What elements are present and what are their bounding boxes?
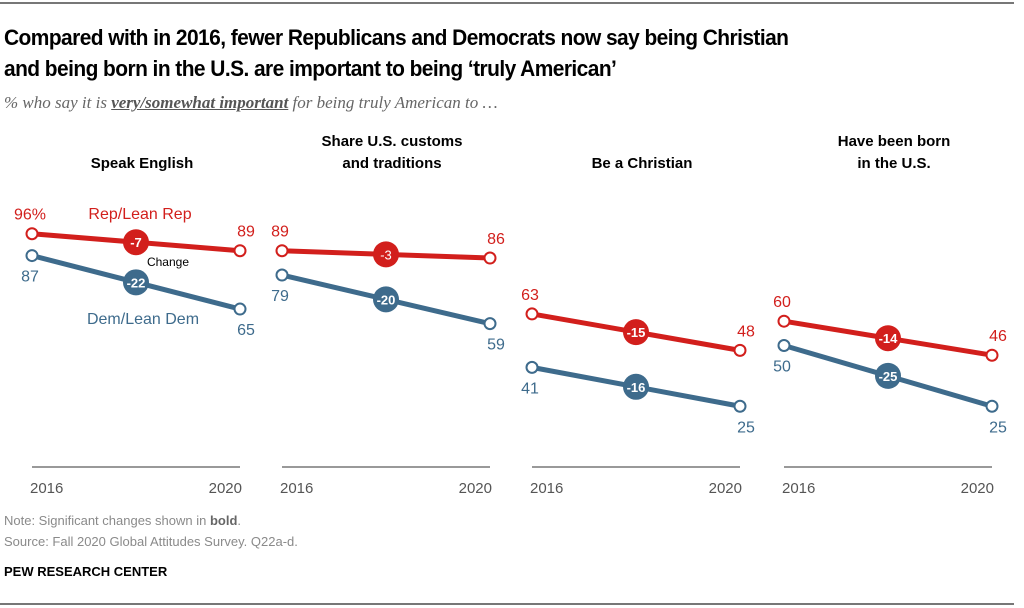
data-label: 25: [989, 419, 1007, 436]
data-label: 59: [487, 337, 505, 354]
data-point: [25, 227, 39, 241]
data-point: [985, 348, 999, 362]
data-point: [25, 249, 39, 263]
note-line: Note: Significant changes shown in bold.: [4, 510, 298, 531]
data-point: [275, 268, 289, 282]
change-label: -25: [879, 369, 898, 384]
title-line-2: and being born in the U.S. are important…: [4, 56, 617, 81]
legend-change: Change: [147, 255, 189, 269]
change-marker: [373, 241, 399, 268]
data-label: 79: [271, 288, 289, 305]
data-point: [733, 343, 747, 357]
change-label: -14: [879, 331, 899, 346]
change-label: -15: [627, 325, 646, 340]
x-tick-label: 2020: [459, 480, 492, 497]
panel-title: and traditions: [342, 155, 441, 172]
data-label: 89: [237, 224, 255, 241]
data-point: [985, 399, 999, 413]
change-label: -20: [377, 292, 396, 307]
change-marker: [373, 286, 399, 313]
change-marker: [623, 373, 649, 400]
panel-title: Share U.S. customs: [322, 133, 463, 150]
change-label: -7: [130, 235, 142, 250]
change-label: -16: [627, 380, 646, 395]
data-label: 60: [773, 294, 791, 311]
notes: Note: Significant changes shown in bold.…: [4, 510, 298, 552]
bottom-rule: [0, 603, 1014, 605]
brand-logo-text: PEW RESEARCH CENTER: [4, 564, 168, 579]
x-tick-label: 2020: [209, 480, 242, 497]
x-tick-label: 2016: [280, 480, 313, 497]
note-prefix: Note: Significant changes shown in: [4, 513, 210, 528]
title-line-1: Compared with in 2016, fewer Republicans…: [4, 25, 789, 50]
panel-title: Speak English: [91, 155, 194, 172]
subtitle-suffix: for being truly American to …: [288, 93, 498, 112]
data-point: [777, 314, 791, 328]
panel-title: Be a Christian: [592, 155, 693, 172]
data-label: 86: [487, 231, 505, 248]
data-point: [525, 360, 539, 374]
legend-dem: Dem/Lean Dem: [87, 311, 199, 328]
data-label: 50: [773, 359, 791, 376]
data-label: 96%: [14, 207, 46, 224]
change-label: -22: [127, 275, 146, 290]
x-tick-label: 2016: [30, 480, 63, 497]
x-tick-label: 2016: [530, 480, 563, 497]
legend-rep: Rep/Lean Rep: [88, 206, 191, 223]
data-point: [777, 339, 791, 352]
data-point: [733, 399, 747, 413]
change-label: -3: [380, 247, 392, 262]
data-point: [233, 244, 247, 258]
panel-title: Have been born: [838, 133, 951, 150]
data-label: 89: [271, 224, 289, 241]
data-label: 48: [737, 323, 755, 340]
x-tick-label: 2020: [709, 480, 742, 497]
change-marker: [123, 269, 149, 296]
chart-title: Compared with in 2016, fewer Republicans…: [4, 22, 948, 84]
data-point: [483, 317, 497, 331]
data-point: [233, 302, 247, 316]
chart-subtitle: % who say it is very/somewhat important …: [4, 93, 498, 113]
data-label: 65: [237, 322, 255, 339]
x-tick-label: 2020: [961, 480, 994, 497]
panel-title: in the U.S.: [857, 155, 930, 172]
data-label: 41: [521, 380, 539, 397]
note-bold: bold: [209, 513, 238, 528]
change-marker: [875, 362, 901, 389]
change-marker: [123, 229, 149, 256]
subtitle-prefix: % who say it is: [4, 93, 112, 112]
data-label: 63: [521, 287, 539, 304]
subtitle-emphasis: very/somewhat important: [111, 93, 289, 112]
data-point: [275, 244, 289, 258]
data-label: 25: [737, 419, 755, 436]
data-point: [483, 251, 497, 265]
source-line: Source: Fall 2020 Global Attitudes Surve…: [4, 534, 298, 549]
data-label: 87: [21, 269, 39, 286]
x-tick-label: 2016: [782, 480, 815, 497]
data-point: [525, 307, 539, 321]
change-marker: [875, 325, 901, 352]
top-rule: [0, 2, 1014, 4]
change-marker: [623, 319, 649, 346]
data-label: 46: [989, 328, 1007, 345]
note-suffix: .: [237, 513, 242, 528]
